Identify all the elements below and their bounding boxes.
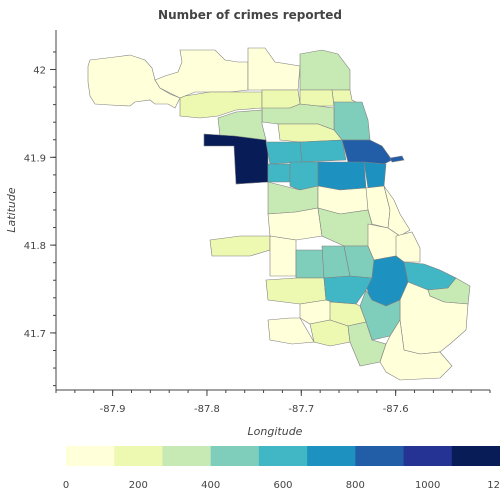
- region-chicago-lawn: [295, 249, 325, 279]
- choropleth-map[interactable]: -87.9 -87.8 -87.7 -87.6 41.7 41.8 41.9 42 Long…: [0, 0, 500, 440]
- colorbar-swatch: [210, 446, 260, 466]
- region-sw-tail: [267, 317, 315, 345]
- region-ohare: [87, 54, 181, 109]
- region-mid-1: [265, 141, 303, 165]
- region-pier: [389, 155, 405, 163]
- y-axis-label: Latitude: [5, 187, 18, 233]
- colorbar-ticks: 0 200 400 600 800 1000 1200: [63, 480, 500, 491]
- x-axis-ticks: -87.9 -87.8 -87.7 -87.6: [55, 390, 491, 415]
- y-tick-label: 42: [33, 66, 46, 77]
- region-mid-south-2: [395, 231, 421, 263]
- colorbar-tick-label: 1000: [415, 480, 440, 491]
- region-north-lake-1: [333, 101, 371, 141]
- colorbar-tick-label: 800: [346, 480, 365, 491]
- colorbar-swatch: [307, 446, 356, 466]
- region-west-side-3: [317, 161, 367, 191]
- region-near-north: [341, 139, 393, 165]
- region-mid-2: [299, 139, 347, 163]
- x-tick-label: -87.9: [100, 404, 126, 415]
- x-tick-label: -87.6: [383, 404, 409, 415]
- region-sw-4: [317, 207, 373, 247]
- region-north-2: [247, 47, 301, 91]
- region-lake-south-1: [383, 185, 411, 237]
- x-tick-label: -87.8: [194, 404, 220, 415]
- region-north-3: [299, 49, 351, 91]
- region-austin: [203, 133, 269, 185]
- region-sw-5: [269, 235, 297, 277]
- colorbar-tick-label: 1200: [487, 480, 500, 491]
- y-tick-label: 41.9: [24, 153, 46, 164]
- y-tick-label: 41.8: [24, 241, 46, 252]
- colorbar-swatch: [66, 446, 115, 466]
- colorbar-tick-label: 600: [273, 480, 292, 491]
- colorbar-tick-label: 200: [129, 480, 148, 491]
- colorbar-swatch: [451, 446, 500, 466]
- colorbar-tick-label: 400: [201, 480, 220, 491]
- y-tick-label: 41.7: [24, 329, 46, 340]
- map-title: Number of crimes reported: [158, 8, 342, 22]
- colorbar: 0 200 400 600 800 1000 1200: [63, 446, 500, 491]
- colorbar-tick-label: 0: [63, 480, 69, 491]
- colorbar-swatch: [355, 446, 405, 466]
- x-axis-label: Longitude: [248, 425, 303, 438]
- region-west-side-2: [289, 161, 319, 191]
- colorbar-swatch: [403, 446, 453, 466]
- y-axis-ticks: 41.7 41.8 41.9 42: [24, 51, 56, 387]
- region-loop: [363, 161, 387, 189]
- region-riverdale: [379, 319, 453, 381]
- region-sw-far: [209, 235, 271, 257]
- x-tick-label: -87.7: [288, 404, 314, 415]
- map-regions: [87, 47, 471, 381]
- colorbar-swatches: [66, 446, 500, 466]
- region-west-side-1: [267, 163, 291, 183]
- colorbar-swatch: [114, 446, 163, 466]
- region-ashburn: [265, 277, 327, 305]
- colorbar-swatch: [162, 446, 212, 466]
- colorbar-swatch: [258, 446, 308, 466]
- region-sw-2: [317, 185, 373, 215]
- region-north-1: [154, 49, 249, 99]
- region-nw-3: [299, 89, 335, 107]
